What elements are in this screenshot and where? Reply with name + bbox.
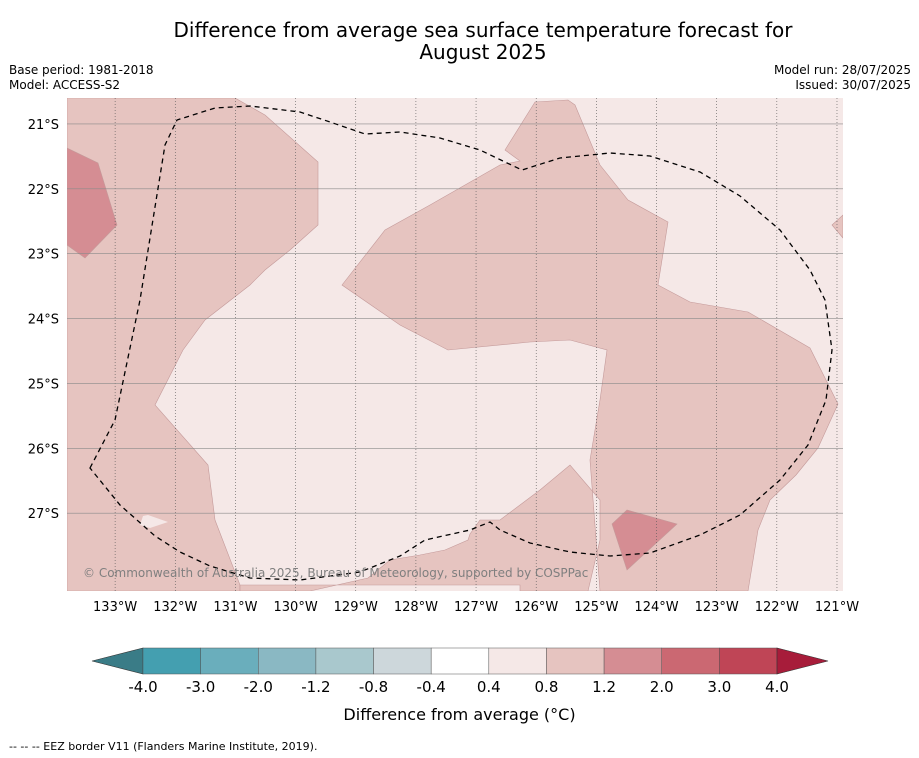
x-axis: 133°W 132°W 131°W 130°W 129°W 128°W 127°W 126°W… xyxy=(93,600,859,615)
field-region-inner-pale xyxy=(140,515,168,528)
map-gridlines xyxy=(67,98,843,591)
meta-right: Model run: 28/07/2025 Issued: 30/07/2025 xyxy=(774,63,911,93)
chart-title-line1: Difference from average sea surface temp… xyxy=(173,18,793,42)
colorbar-tick-label: 1.2 xyxy=(592,678,616,696)
field-region-centre-east xyxy=(239,99,839,591)
colorbar-tick-label: -0.8 xyxy=(359,678,388,696)
x-tick-label: 123°W xyxy=(695,600,739,615)
field-region-far-east xyxy=(831,214,843,239)
x-tick-label: 128°W xyxy=(394,600,438,615)
x-tick-label: 121°W xyxy=(815,600,859,615)
x-tick-label: 132°W xyxy=(153,600,197,615)
x-tick-label: 130°W xyxy=(274,600,318,615)
colorbar-segment xyxy=(603,647,662,675)
colorbar-tick-label: -0.4 xyxy=(417,678,446,696)
colorbar-segment xyxy=(200,647,259,675)
x-tick-label: 127°W xyxy=(454,600,498,615)
colorbar-segment xyxy=(546,647,605,675)
colorbar-label-text: Difference from average (°C) xyxy=(343,705,576,724)
x-tick-label: 125°W xyxy=(574,600,618,615)
y-tick-label: 23°S xyxy=(28,248,59,263)
x-tick-label: 126°W xyxy=(514,600,558,615)
colorbar-tick-label: -4.0 xyxy=(128,678,157,696)
x-tick-label: 131°W xyxy=(213,600,257,615)
y-axis: 21°S 22°S 23°S 24°S 25°S 26°S 27°S xyxy=(28,118,59,522)
x-tick-label: 129°W xyxy=(334,600,378,615)
y-tick-label: 22°S xyxy=(28,183,59,198)
colorbar-tick-label: 0.4 xyxy=(477,678,501,696)
colorbar-segment xyxy=(315,647,374,675)
x-tick-label: 124°W xyxy=(634,600,678,615)
colorbar-tick-label: -2.0 xyxy=(244,678,273,696)
colorbar-over-arrow xyxy=(776,647,829,675)
chart-title-line2: August 2025 xyxy=(419,40,547,64)
base-period-text: Base period: 1981-2018 xyxy=(9,63,154,77)
colorbar-segment xyxy=(258,647,317,675)
colorbar-tick-label: 3.0 xyxy=(707,678,731,696)
colorbar: -4.0 -3.0 -2.0 -1.2 -0.8 -0.4 0.4 0.8 1.2 2.0 3.0 4… xyxy=(91,647,829,696)
colorbar-segment xyxy=(719,647,778,675)
colorbar-under-arrow xyxy=(91,647,144,675)
y-tick-label: 26°S xyxy=(28,442,59,457)
colorbar-tick-label: -1.2 xyxy=(301,678,330,696)
colorbar-tick-label: 4.0 xyxy=(765,678,789,696)
y-tick-label: 25°S xyxy=(28,377,59,392)
field-region-west-edge xyxy=(67,147,118,259)
colorbar-segment xyxy=(488,647,547,675)
eez-border xyxy=(89,105,833,581)
colorbar-tick-label: 0.8 xyxy=(535,678,559,696)
issued-text: Issued: 30/07/2025 xyxy=(795,78,911,92)
colorbar-segment xyxy=(373,647,432,675)
colorbar-tick-label: -3.0 xyxy=(186,678,215,696)
x-tick-label: 122°W xyxy=(755,600,799,615)
eez-footnote: -- -- -- EEZ border V11 (Flanders Marine… xyxy=(9,740,318,753)
y-tick-label: 27°S xyxy=(28,507,59,522)
colorbar-segment xyxy=(661,647,720,675)
colorbar-label: Difference from average (°C) xyxy=(0,705,919,724)
model-run-text: Model run: 28/07/2025 xyxy=(773,63,911,77)
y-tick-label: 24°S xyxy=(28,313,59,328)
model-text: Model: ACCESS-S2 xyxy=(9,78,121,92)
colorbar-tick-label: 2.0 xyxy=(650,678,674,696)
chart-title: Difference from average sea surface temp… xyxy=(0,19,919,63)
colorbar-segment xyxy=(430,647,490,675)
colorbar-segment xyxy=(142,647,201,675)
meta-left: Base period: 1981-2018 Model: ACCESS-S2 xyxy=(9,63,154,93)
map-plot-area: © Commonwealth of Australia 2025, Bureau… xyxy=(67,98,843,591)
y-tick-label: 21°S xyxy=(28,118,59,133)
x-tick-label: 133°W xyxy=(93,600,137,615)
copyright-text: © Commonwealth of Australia 2025, Bureau… xyxy=(83,566,588,580)
